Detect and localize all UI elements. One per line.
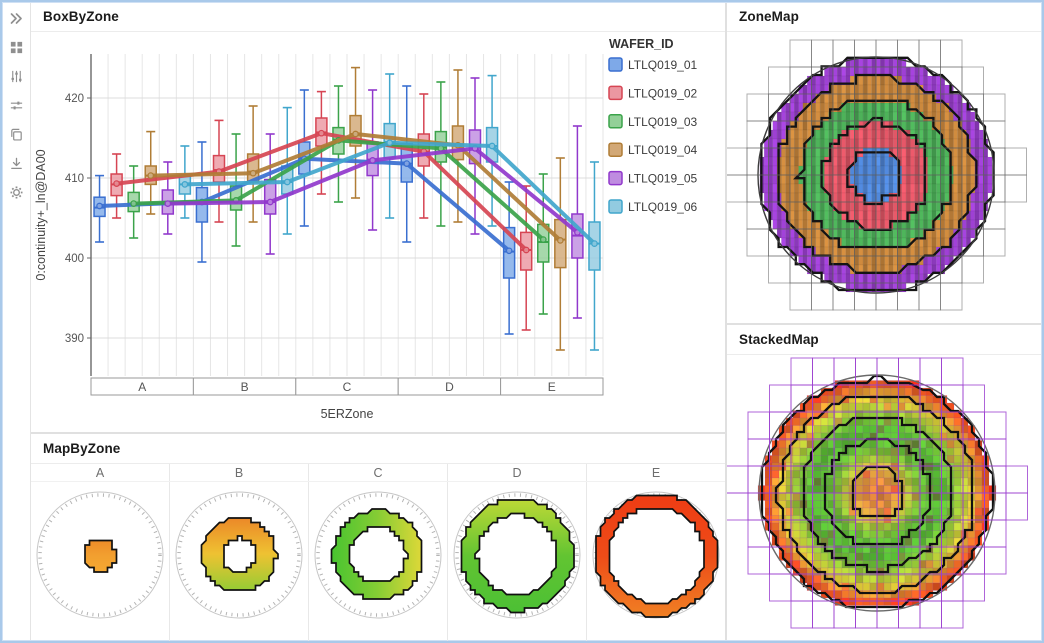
legend-item-LTLQ019_05[interactable]: LTLQ019_05 (608, 170, 697, 186)
mapbyzone-map-D[interactable] (447, 482, 586, 641)
svg-text:LTLQ019_05: LTLQ019_05 (628, 172, 697, 186)
download-icon[interactable] (7, 154, 25, 172)
svg-text:390: 390 (65, 333, 84, 345)
box-series-LTLQ019_05 (161, 77, 584, 319)
svg-text:C: C (343, 380, 352, 394)
chevrons-right-icon[interactable] (7, 9, 25, 27)
mean-line-LTLQ019_06 (182, 140, 597, 246)
box-series-LTLQ019_04 (144, 66, 567, 351)
svg-text:LTLQ019_01: LTLQ019_01 (628, 58, 697, 72)
box-series-LTLQ019_01 (93, 85, 516, 335)
svg-text:400: 400 (65, 253, 84, 265)
mapbyzone-header-E: E (586, 464, 725, 481)
workspace: BoxByZone 420 410 400 390 0:continuity+_ln@D… (31, 2, 1042, 641)
category-band-E[interactable] (500, 377, 604, 396)
zonemap-dies (759, 57, 993, 293)
copy-icon[interactable] (7, 125, 25, 143)
svg-text:410: 410 (65, 173, 84, 185)
left-column: BoxByZone 420 410 400 390 0:continuity+_ln@D… (31, 2, 727, 641)
mapbyzone-maps-row[interactable] (31, 482, 725, 641)
legend-item-LTLQ019_06[interactable]: LTLQ019_06 (608, 199, 697, 214)
panel-title-stackedmap: StackedMap (727, 325, 1042, 355)
mapbyzone-header-D: D (447, 464, 586, 481)
panel-zonemap: ZoneMap (725, 2, 1042, 323)
grid-icon[interactable] (7, 38, 25, 56)
boxbyzone-chart-area[interactable]: 420 410 400 390 0:continuity+_ln@DA00 A B C D E 5E… (31, 32, 725, 432)
svg-text:5ERZone: 5ERZone (321, 407, 374, 421)
zonemap-zone-boundaries (760, 56, 995, 292)
legend-item-LTLQ019_01[interactable]: LTLQ019_01 (608, 57, 697, 72)
box-series-LTLQ019_06 (178, 73, 601, 351)
reticle-grid (726, 357, 1028, 629)
wafer-outline (175, 491, 303, 619)
toolbar-sidebar (2, 2, 31, 641)
legend-item-LTLQ019_03[interactable]: LTLQ019_03 (608, 114, 697, 129)
wafer-edge-ticks (177, 493, 301, 617)
svg-text:D: D (445, 380, 454, 394)
mapbyzone-map-A[interactable] (31, 482, 169, 641)
right-column: ZoneMap StackedMap (725, 2, 1042, 641)
boxplot-legend[interactable]: WAFER_ID LTLQ019_01 LTLQ019_02 LTLQ019_03 LT… (608, 37, 697, 214)
reticle-grid (725, 39, 1027, 311)
mean-line-LTLQ019_04 (148, 132, 563, 243)
filters-icon[interactable] (7, 67, 25, 85)
panel-boxbyzone: BoxByZone 420 410 400 390 0:continuity+_ln@D… (31, 2, 725, 432)
zone-ring-C (330, 508, 423, 600)
boxplot-x-label: 5ERZone (321, 407, 374, 421)
panel-title-zonemap: ZoneMap (727, 2, 1042, 32)
stackedmap-zone-boundaries (760, 374, 995, 609)
mapbyzone-header-B: B (169, 464, 308, 481)
mapbyzone-map-B[interactable] (169, 482, 308, 641)
mapbyzone-map-C[interactable] (308, 482, 447, 641)
panel-title-boxbyzone: BoxByZone (31, 2, 725, 32)
wafer-edge-ticks (316, 493, 440, 617)
gear-icon[interactable] (7, 183, 25, 201)
boxplot-y-label: 0:continuity+_ln@DA00 (34, 149, 48, 280)
zone-ring-E (595, 494, 719, 618)
panel-title-mapbyzone: MapByZone (31, 434, 725, 464)
panel-stackedmap: StackedMap (726, 323, 1042, 641)
legend-item-LTLQ019_02[interactable]: LTLQ019_02 (608, 85, 697, 100)
svg-text:E: E (548, 380, 556, 394)
boxplot-y-axis: 420 410 400 390 (65, 93, 91, 345)
svg-text:LTLQ019_03: LTLQ019_03 (628, 115, 697, 129)
zone-ring-A (84, 539, 118, 573)
svg-text:LTLQ019_02: LTLQ019_02 (628, 86, 697, 100)
wafer-edge-ticks (38, 493, 162, 617)
mapbyzone-header-A: A (95, 465, 105, 480)
zonemap-chart-area[interactable] (725, 32, 1042, 323)
zone-ring-B (200, 517, 279, 591)
stackedmap-chart-area[interactable] (726, 355, 1042, 641)
svg-text:420: 420 (65, 93, 84, 105)
boxplot-grid (90, 54, 604, 376)
boxplot-category-band: A B C D E (90, 377, 604, 396)
legend-item-LTLQ019_04[interactable]: LTLQ019_04 (608, 142, 697, 157)
svg-text:B: B (241, 380, 249, 394)
mapbyzone-map-E[interactable] (586, 482, 725, 641)
svg-text:LTLQ019_04: LTLQ019_04 (628, 143, 697, 157)
svg-text:LTLQ019_06: LTLQ019_06 (628, 200, 697, 214)
mean-line-LTLQ019_05 (165, 146, 580, 235)
svg-text:WAFER_ID: WAFER_ID (609, 37, 674, 51)
boxplot-mean-lines (96, 129, 598, 255)
mapbyzone-header-C: C (308, 464, 447, 481)
wafer-outline (592, 491, 720, 619)
zone-ring-D (460, 499, 575, 614)
svg-text:A: A (138, 380, 146, 394)
svg-text:0:continuity+_ln@DA00: 0:continuity+_ln@DA00 (34, 149, 48, 280)
box-series-LTLQ019_02 (110, 90, 533, 331)
sliders-icon[interactable] (7, 96, 25, 114)
box-series-LTLQ019_03 (127, 81, 550, 315)
wafer-edge-ticks (455, 493, 579, 617)
